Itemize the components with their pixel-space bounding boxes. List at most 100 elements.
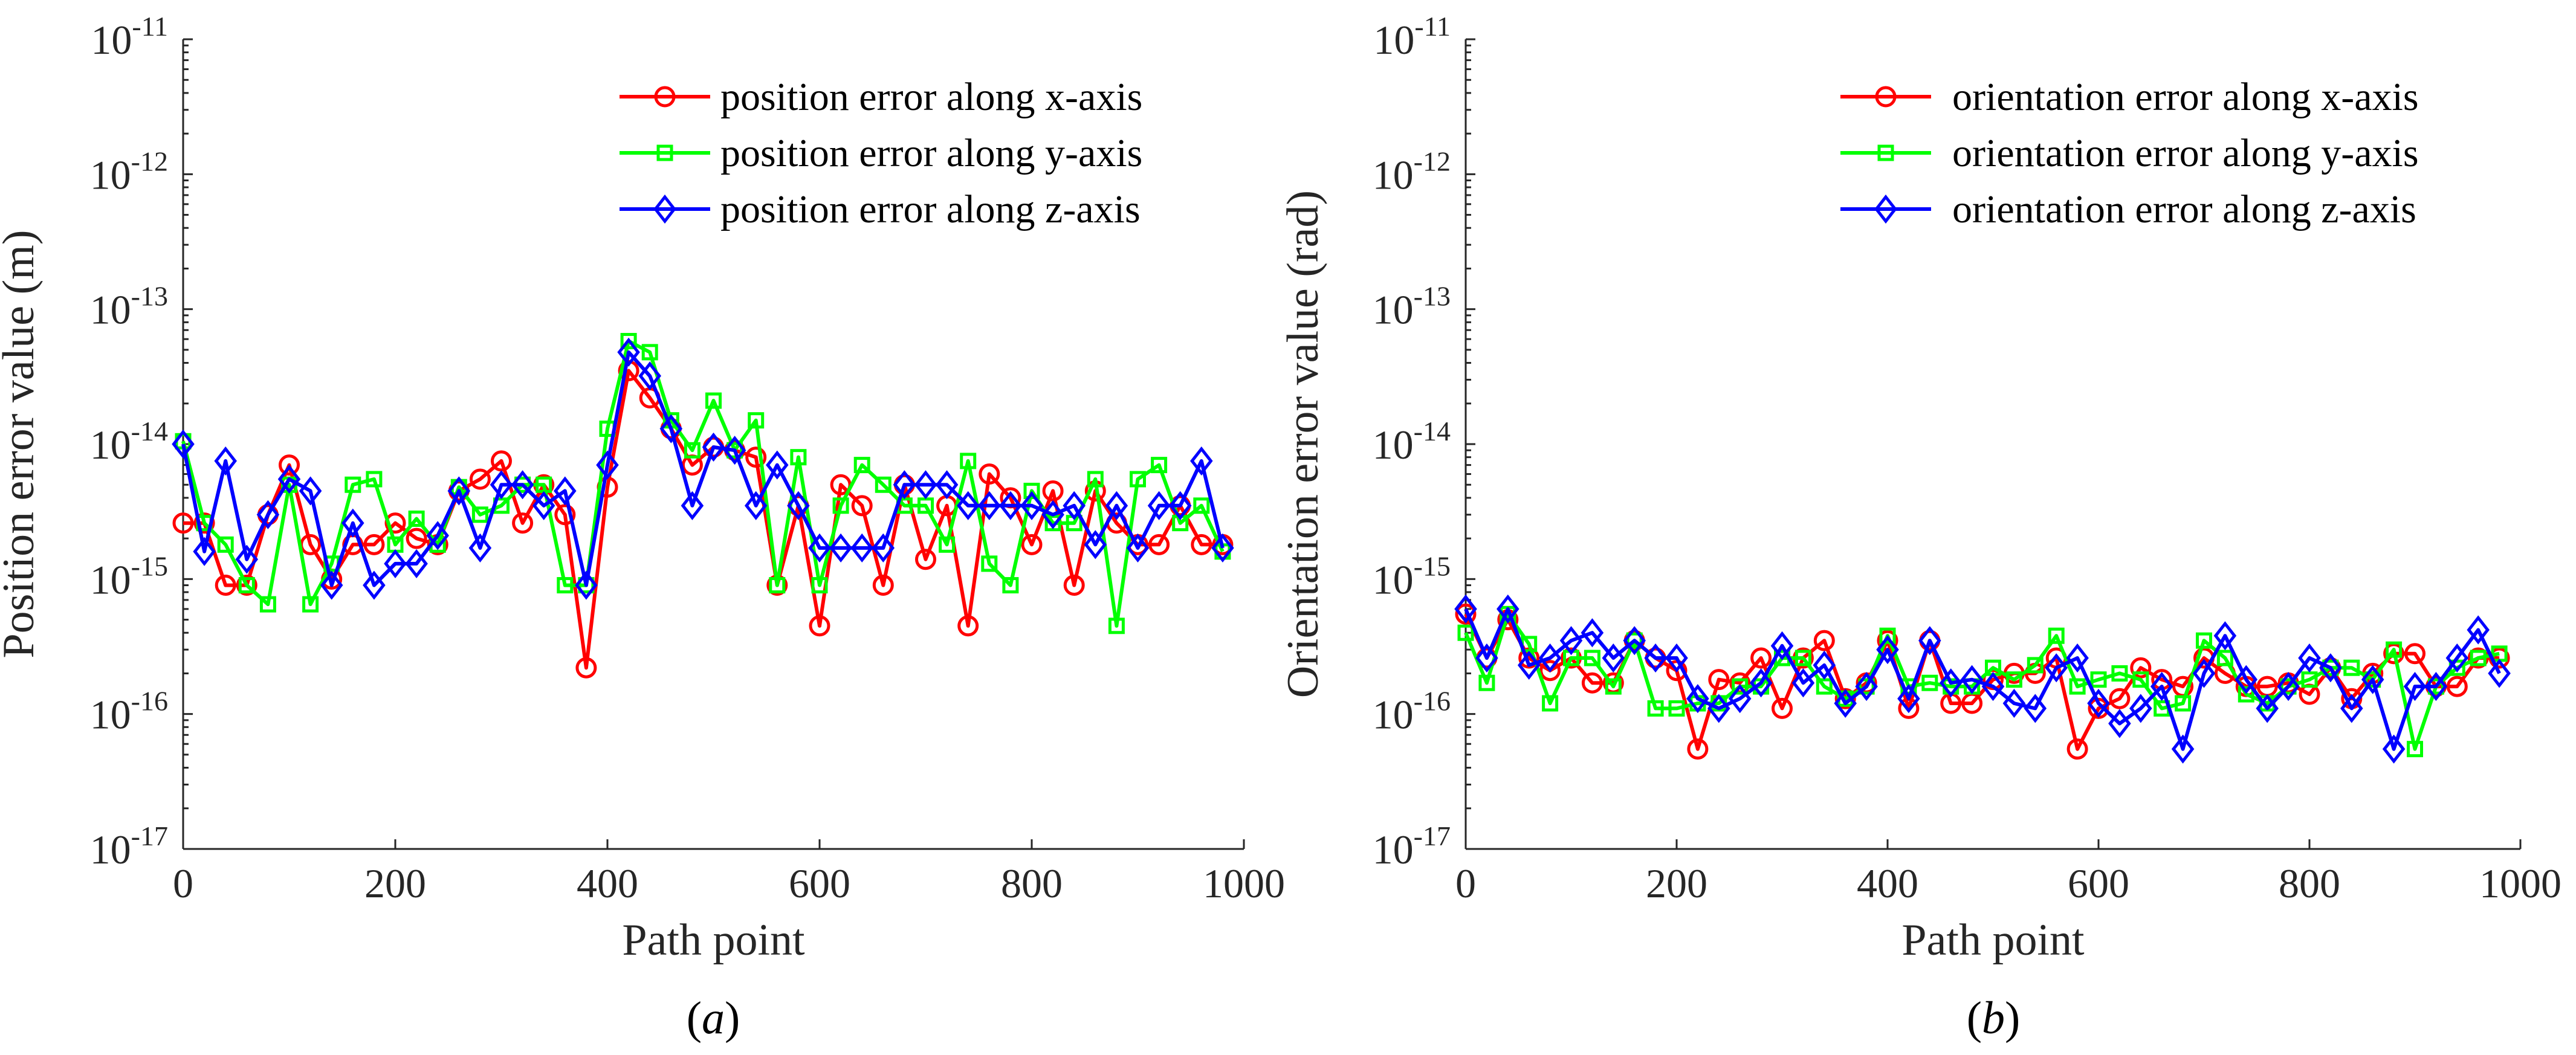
data-point-0 [872,575,894,596]
data-point-2 [659,414,683,444]
data-point-0 [1191,534,1212,555]
legend-label: orientation error along x-axis [1952,75,2419,119]
data-point-0 [236,575,257,596]
y-tick-base: 10 [90,422,131,468]
legend-label: position error along y-axis [720,131,1142,175]
x-tick-label: 600 [789,860,850,906]
data-point-2 [893,470,916,500]
data-point-2 [511,470,534,500]
data-point-2 [914,470,937,500]
data-point-0 [215,575,236,596]
y-tick-exponent: -11 [132,11,168,42]
y-axis-label: Orientation error value (rad) [1278,190,1328,698]
data-point-1 [471,506,488,523]
y-tick-exponent: -16 [1414,686,1451,717]
y-tick-exponent: -14 [131,416,168,447]
data-point-2 [2319,653,2342,683]
legend-marker [1874,194,1897,224]
y-tick-label: 10-13 [1373,281,1451,333]
data-point-1 [366,471,383,488]
data-point-2 [935,470,959,500]
data-point-0 [1581,672,1603,694]
legend-marker [1875,86,1897,108]
data-point-2 [1475,643,1498,673]
data-point-2 [1623,626,1646,656]
y-tick-base: 10 [1373,287,1414,333]
data-point-1 [811,577,828,594]
data-point-2 [235,544,259,574]
data-point-2 [1538,643,1562,673]
caption-letter: b [1982,993,2005,1044]
data-point-2 [490,470,513,500]
series-2 [1454,594,2511,764]
y-tick-label: 10-12 [90,146,168,198]
data-point-1 [2386,641,2403,658]
caption-letter: a [702,993,725,1044]
data-point-1 [2280,678,2297,695]
data-point-2 [405,549,428,578]
data-point-2 [2192,659,2216,688]
data-point-1 [960,453,977,469]
y-tick-label: 10-12 [1373,146,1451,198]
data-point-0 [172,512,194,534]
data-point-0 [957,615,979,637]
y-tick-base: 10 [91,17,132,63]
y-tick-base: 10 [90,152,131,198]
data-point-2 [1791,668,1815,698]
legend-label: orientation error along y-axis [1952,131,2419,175]
data-point-2 [1454,594,1477,624]
data-point-1 [981,555,998,572]
data-point-1 [557,577,574,594]
data-point-2 [1897,684,1920,714]
data-point-1 [1108,618,1125,634]
chart-a: 0 200 400 600 800 100010-1710-1610-1510-1410-… [0,11,1285,1044]
data-point-0 [279,454,300,476]
data-point-1 [705,392,722,409]
data-point-1 [2470,650,2487,666]
data-point-2 [554,476,577,506]
data-point-0 [363,534,385,555]
y-tick-label: 10-15 [90,550,168,602]
data-point-0 [384,512,406,534]
data-point-2 [2403,672,2427,702]
data-point-0 [406,528,427,549]
data-point-2 [426,521,449,550]
y-tick-base: 10 [1373,152,1414,198]
subfigure-caption: (b) [1967,993,2021,1044]
y-axis-label: Position error value (m) [0,230,44,659]
legend-marker [1877,144,1894,161]
data-point-2 [2066,643,2089,673]
data-point-2 [1190,446,1213,476]
data-point-1 [1584,650,1600,666]
data-point-2 [193,537,216,566]
y-tick-base: 10 [1373,17,1414,63]
legend-label: position error along z-axis [720,187,1141,231]
data-point-2 [787,491,810,520]
data-point-0 [1772,697,1793,719]
data-point-1 [1858,678,1875,695]
y-tick-base: 10 [90,557,131,602]
y-tick-base: 10 [1373,422,1414,468]
y-tick-exponent: -13 [131,281,168,312]
data-point-0 [1708,669,1730,691]
data-point-2 [1770,631,1794,660]
data-point-1 [1023,482,1040,499]
x-tick-label: 200 [364,860,426,906]
caption-close-paren: ) [725,993,740,1044]
y-tick-base: 10 [90,287,131,333]
data-point-2 [214,446,237,476]
data-point-0 [2404,643,2426,665]
data-point-0 [1148,534,1170,555]
data-point-2 [1105,491,1128,520]
data-point-2 [596,450,619,480]
data-point-1 [2111,665,2128,682]
data-point-1 [1879,627,1896,644]
data-point-1 [238,577,255,594]
data-point-0 [2130,657,2152,679]
data-point-2 [617,337,640,367]
data-point-2 [447,476,471,506]
data-point-1 [875,476,892,493]
data-point-2 [1644,643,1667,673]
legend-label: orientation error along z-axis [1952,187,2416,231]
data-point-1 [408,510,425,527]
